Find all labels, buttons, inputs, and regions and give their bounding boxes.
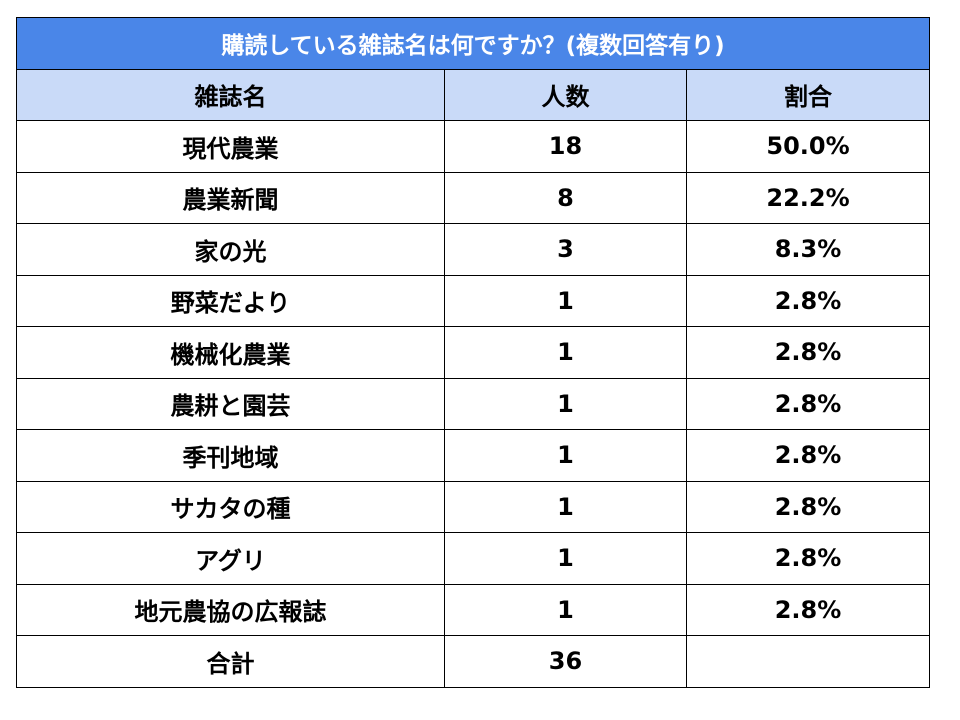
ratio-value: 22.2% [685,171,931,224]
subscriber-count: 1 [444,480,687,533]
table-row: 現代農業 18 50.0% [16,120,931,173]
table-row: 野菜だより 1 2.8% [16,274,931,327]
magazine-name: アグリ [16,532,445,585]
subscriber-count: 18 [444,120,687,173]
table-row: 機械化農業 1 2.8% [16,326,931,379]
magazine-name: 野菜だより [16,274,445,327]
total-count: 36 [444,635,687,688]
ratio-value: 2.8% [685,583,931,636]
total-row: 合計 36 [16,635,931,688]
magazine-name: サカタの種 [16,480,445,533]
table-row: 家の光 3 8.3% [16,223,931,276]
table-row: 季刊地域 1 2.8% [16,429,931,482]
ratio-value: 50.0% [685,120,931,173]
header-row: 雑誌名 人数 割合 [16,68,931,121]
subscriber-count: 1 [444,326,687,379]
survey-table: 購読している雑誌名は何ですか？(複数回答有り) 雑誌名 人数 割合 現代農業 1… [15,17,931,688]
table-row: 地元農協の広報誌 1 2.8% [16,583,931,636]
table-row: 農耕と園芸 1 2.8% [16,377,931,430]
header-magazine: 雑誌名 [16,68,445,121]
magazine-name: 農業新聞 [16,171,445,224]
ratio-value: 2.8% [685,532,931,585]
ratio-value: 2.8% [685,274,931,327]
subscriber-count: 1 [444,377,687,430]
title-row: 購読している雑誌名は何ですか？(複数回答有り) [15,17,931,70]
subscriber-count: 8 [444,171,687,224]
magazine-name: 地元農協の広報誌 [16,583,445,636]
table-row: サカタの種 1 2.8% [16,480,931,533]
total-ratio [685,635,931,688]
subscriber-count: 1 [444,429,687,482]
header-ratio: 割合 [685,68,931,121]
subscriber-count: 3 [444,223,687,276]
subscriber-count: 1 [444,532,687,585]
ratio-value: 2.8% [685,326,931,379]
magazine-name: 家の光 [16,223,445,276]
magazine-name: 現代農業 [16,120,445,173]
magazine-name: 季刊地域 [16,429,445,482]
table-row: 農業新聞 8 22.2% [16,171,931,224]
magazine-name: 機械化農業 [16,326,445,379]
subscriber-count: 1 [444,583,687,636]
ratio-value: 8.3% [685,223,931,276]
ratio-value: 2.8% [685,429,931,482]
subscriber-count: 1 [444,274,687,327]
table-title: 購読している雑誌名は何ですか？(複数回答有り) [15,17,931,70]
table-row: アグリ 1 2.8% [16,532,931,585]
header-count: 人数 [444,68,687,121]
magazine-name: 農耕と園芸 [16,377,445,430]
ratio-value: 2.8% [685,377,931,430]
total-label: 合計 [16,635,445,688]
ratio-value: 2.8% [685,480,931,533]
